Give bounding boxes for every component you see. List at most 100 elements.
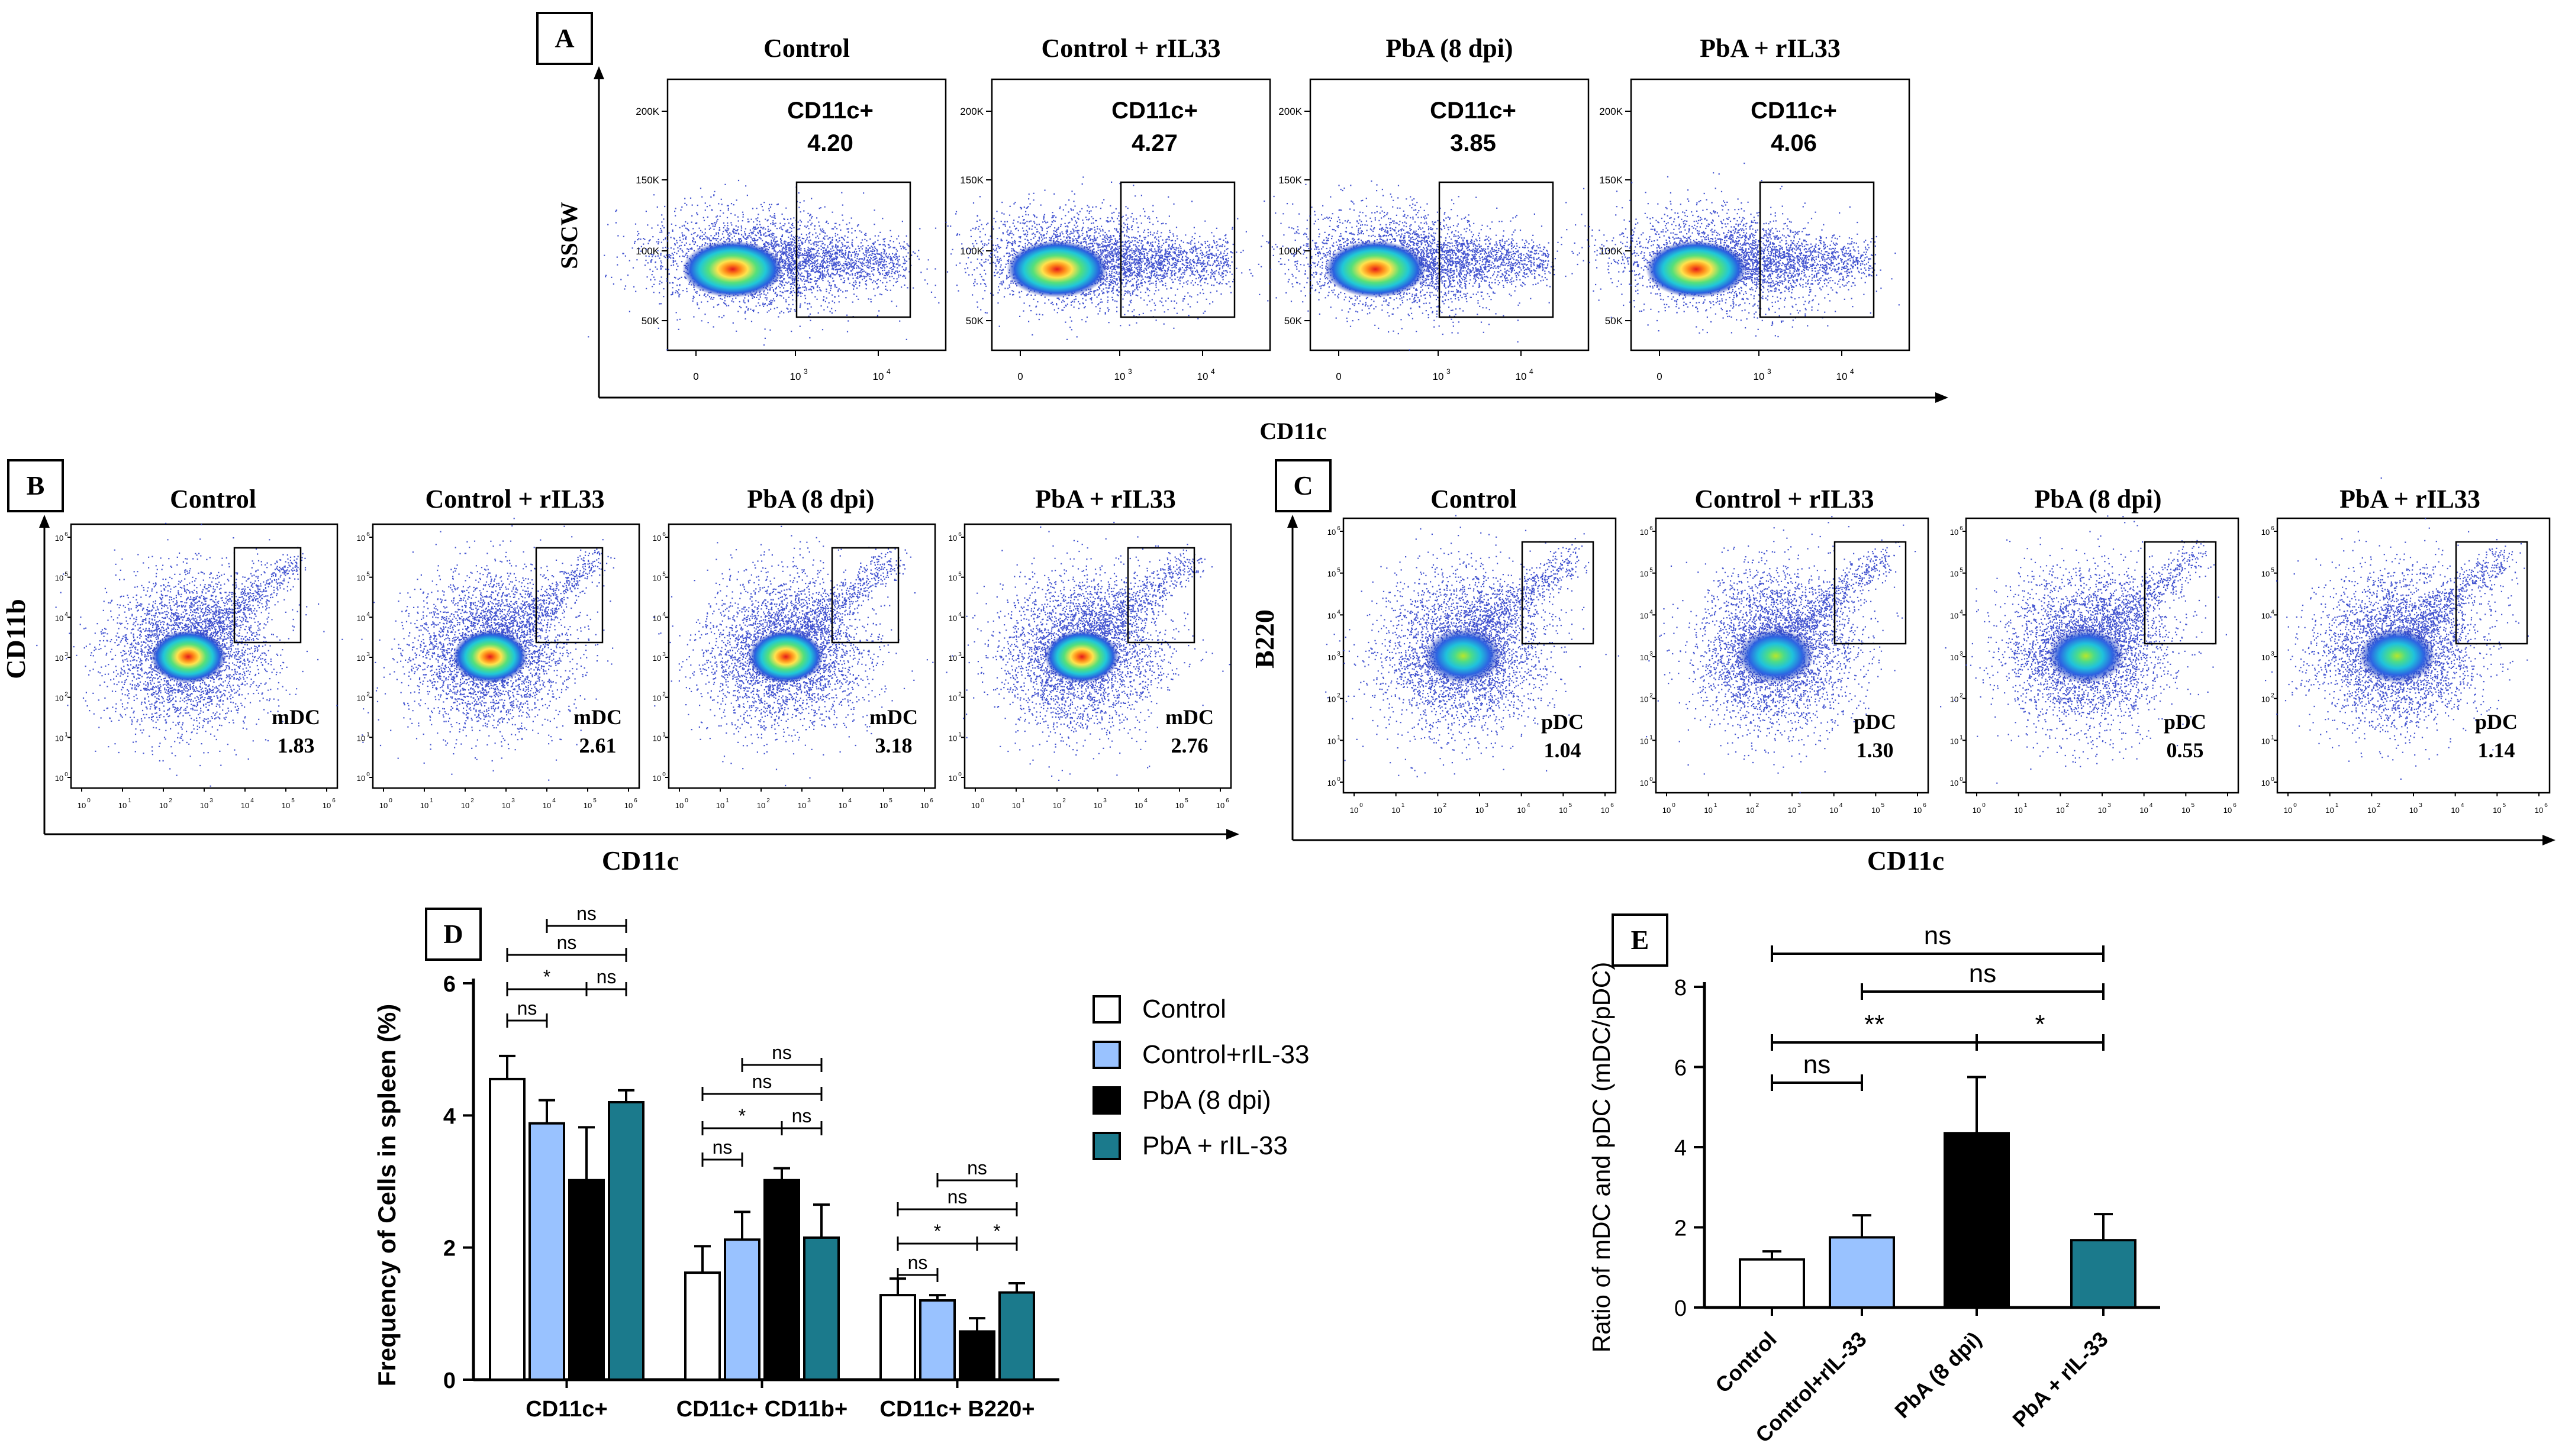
panel-a-plot-frame bbox=[666, 78, 947, 351]
panel-d-bar bbox=[803, 1236, 840, 1381]
log-x-tick-base: 10 bbox=[1973, 806, 1981, 815]
log-x-tick-base: 10 bbox=[282, 801, 290, 810]
panel-a-gate-label: CD11c+ bbox=[1111, 98, 1198, 124]
panel-a-gate-value: 4.06 bbox=[1771, 130, 1817, 156]
log-y-tick-base: 10 bbox=[1950, 570, 1958, 579]
scatter-events bbox=[36, 522, 343, 787]
log-x-tick-base: 10 bbox=[675, 801, 684, 810]
log-y-tick-base: 10 bbox=[1640, 528, 1648, 537]
panel-a-x-tick-exp: 3 bbox=[1767, 367, 1771, 376]
panel-c-gate bbox=[1833, 541, 1907, 645]
panel-d-legend-swatch bbox=[1093, 1041, 1121, 1069]
panel-a-y-label: SSCW bbox=[556, 202, 582, 269]
panel-a-y-tick-label: 150K bbox=[960, 175, 984, 186]
log-x-tick-base: 10 bbox=[2284, 806, 2292, 815]
log-x-tick-base: 10 bbox=[1746, 806, 1754, 815]
log-y-tick-exp: 6 bbox=[662, 531, 666, 538]
panel-a-y-arrow-head bbox=[594, 66, 604, 79]
panel-b-gate-label: mDC bbox=[272, 705, 320, 729]
log-y-tick-base: 10 bbox=[357, 614, 365, 622]
log-x-tick-exp: 2 bbox=[1443, 802, 1447, 809]
log-y-tick-exp: 1 bbox=[366, 731, 370, 738]
panel-a-x-tick-label: 0 bbox=[1336, 371, 1341, 382]
log-x-tick-exp: 4 bbox=[2461, 802, 2464, 809]
panel-d-sig-label: ns bbox=[752, 1071, 772, 1092]
panel-b-gate bbox=[1127, 547, 1195, 644]
panel-a-y-tick-label: 200K bbox=[960, 106, 984, 117]
log-y-tick-base: 10 bbox=[357, 694, 365, 703]
log-y-tick-exp: 3 bbox=[366, 651, 370, 658]
log-x-tick-exp: 1 bbox=[2024, 802, 2028, 809]
log-y-tick-base: 10 bbox=[653, 614, 661, 622]
log-y-tick-base: 10 bbox=[653, 534, 661, 543]
panel-a-plot-frame bbox=[991, 78, 1271, 351]
log-x-tick-base: 10 bbox=[1053, 801, 1061, 810]
panel-a-y-tick-label: 200K bbox=[1599, 106, 1623, 117]
log-x-tick-exp: 3 bbox=[210, 798, 213, 804]
scatter-events bbox=[924, 176, 1304, 340]
panel-letter-box-a bbox=[536, 12, 593, 65]
log-x-tick-exp: 3 bbox=[807, 798, 811, 804]
log-y-tick-base: 10 bbox=[357, 774, 365, 783]
panel-b-gate bbox=[831, 547, 900, 644]
panel-b-gate bbox=[233, 547, 302, 644]
log-y-tick-exp: 2 bbox=[366, 692, 370, 698]
log-x-tick-exp: 1 bbox=[2335, 802, 2339, 809]
panel-b-gate-value: 2.76 bbox=[1171, 734, 1209, 757]
density-core bbox=[1738, 628, 1814, 684]
panel-letter-box-c bbox=[1275, 459, 1332, 512]
panel-d-sig-label: ns bbox=[713, 1137, 733, 1158]
log-x-tick-base: 10 bbox=[1517, 806, 1525, 815]
panel-d-sig-label: ns bbox=[576, 903, 597, 924]
log-x-tick-base: 10 bbox=[1433, 806, 1442, 815]
panel-d-bar bbox=[959, 1330, 995, 1381]
panel-a-plot-frame bbox=[1309, 78, 1590, 351]
log-x-tick-base: 10 bbox=[78, 801, 86, 810]
log-x-tick-base: 10 bbox=[2535, 806, 2543, 815]
panel-a-plot-title: Control bbox=[763, 34, 850, 63]
log-y-tick-base: 10 bbox=[1327, 611, 1336, 620]
panel-e-sig-label: ns bbox=[1924, 921, 1951, 950]
panel-d-bar bbox=[724, 1238, 760, 1381]
log-y-tick-base: 10 bbox=[1950, 695, 1958, 704]
log-y-tick-base: 10 bbox=[1327, 695, 1336, 704]
log-x-tick-exp: 2 bbox=[766, 798, 770, 804]
log-y-tick-exp: 2 bbox=[662, 692, 666, 698]
log-x-tick-exp: 6 bbox=[930, 798, 933, 804]
panel-a-x-tick-exp: 4 bbox=[1850, 367, 1854, 376]
panel-a-x-tick-exp: 4 bbox=[1211, 367, 1215, 376]
panel-a-gate-label: CD11c+ bbox=[787, 98, 874, 124]
log-y-tick-exp: 4 bbox=[1337, 609, 1340, 615]
log-y-tick-exp: 6 bbox=[1960, 525, 1963, 532]
panel-a-x-label: CD11c bbox=[1259, 418, 1326, 444]
log-y-tick-exp: 0 bbox=[1960, 776, 1963, 783]
log-x-tick-base: 10 bbox=[323, 801, 331, 810]
panel-a-gate bbox=[1759, 181, 1875, 318]
panel-c-y-arrow-head bbox=[1287, 515, 1298, 528]
panel-a-y-tick-label: 150K bbox=[1278, 175, 1302, 186]
panel-d-sig-label: * bbox=[739, 1105, 746, 1126]
log-x-tick-exp: 4 bbox=[1839, 802, 1843, 809]
log-y-tick-exp: 2 bbox=[1960, 693, 1963, 699]
panel-d-legend-swatch bbox=[1093, 1086, 1121, 1115]
log-y-tick-base: 10 bbox=[357, 734, 365, 742]
panel-letter-b: B bbox=[27, 470, 45, 501]
log-x-tick-base: 10 bbox=[839, 801, 847, 810]
panel-a-x-tick-label: 0 bbox=[693, 371, 698, 382]
log-y-tick-exp: 5 bbox=[65, 572, 68, 578]
panel-a-x-tick-exp: 3 bbox=[804, 367, 808, 376]
panel-b-gate-value: 2.61 bbox=[579, 734, 617, 757]
panel-d-legend-label: PbA + rIL-33 bbox=[1142, 1131, 1288, 1160]
panel-a-plot-title: Control + rIL33 bbox=[1042, 34, 1221, 63]
panel-e-y-tick-label: 2 bbox=[1674, 1216, 1687, 1241]
log-x-tick-base: 10 bbox=[159, 801, 167, 810]
log-y-tick-base: 10 bbox=[55, 614, 63, 622]
log-x-tick-exp: 1 bbox=[128, 798, 131, 804]
log-y-tick-base: 10 bbox=[1640, 653, 1648, 662]
log-x-tick-base: 10 bbox=[2409, 806, 2418, 815]
panel-a-gate-label: CD11c+ bbox=[1430, 98, 1516, 124]
